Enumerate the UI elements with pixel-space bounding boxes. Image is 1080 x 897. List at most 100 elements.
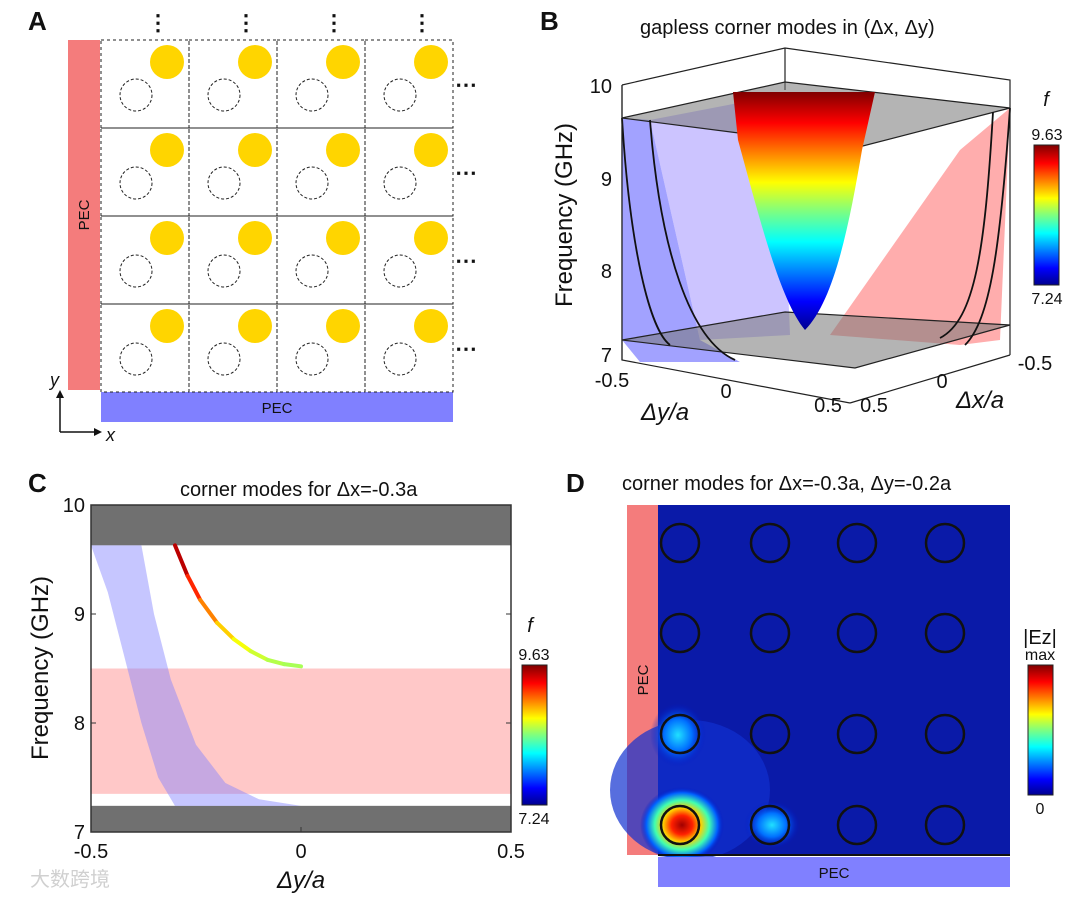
chart-title: corner modes for Δx=-0.3a <box>180 479 418 501</box>
rod-outline <box>924 612 966 654</box>
shifted-rod <box>150 45 184 79</box>
horizontal-ellipsis: ⋯ <box>455 336 477 361</box>
shifted-rod <box>414 309 448 343</box>
d-pec-bottom-label: PEC <box>819 865 850 882</box>
rod-outline <box>836 804 878 846</box>
b-dx-tick: 0 <box>936 371 947 393</box>
lower-bulk-plane <box>621 311 1011 369</box>
chart-ylabel: Frequency (GHz) <box>27 576 54 760</box>
original-rod-position <box>383 166 417 200</box>
shifted-rod <box>238 221 272 255</box>
shifted-rod <box>326 133 360 167</box>
rod-outline <box>924 713 966 755</box>
corner-mode-segment <box>173 543 190 578</box>
unit-cell <box>364 303 454 393</box>
shifted-rod <box>238 45 272 79</box>
rod-outline <box>749 713 791 755</box>
rod-outline <box>836 522 878 564</box>
corner-mode-segment <box>231 637 253 654</box>
d-colorbar-min: 0 <box>1036 801 1045 818</box>
rod-outline <box>924 522 966 564</box>
rod-outline <box>924 804 966 846</box>
b-ytick: 10 <box>590 76 612 98</box>
b-colorbar <box>1033 144 1060 286</box>
original-rod-position <box>383 78 417 112</box>
shifted-rod <box>150 221 184 255</box>
vertical-ellipsis: ⋮ <box>323 10 345 35</box>
b-colorbar-max: 9.63 <box>1031 127 1062 144</box>
original-rod-position <box>383 254 417 288</box>
rod-outline <box>749 522 791 564</box>
b-dx-tick: -0.5 <box>1018 353 1052 375</box>
shifted-rod <box>414 221 448 255</box>
original-rod-position <box>207 254 241 288</box>
pec-bottom-bar <box>101 392 453 422</box>
original-rod-position <box>119 254 153 288</box>
b-colorbar-label: f <box>1043 89 1051 111</box>
panel-b-title: gapless corner modes in (Δx, Δy) <box>640 17 935 39</box>
unit-cell <box>364 215 454 305</box>
shifted-rod <box>150 309 184 343</box>
d-pec-left-label: PEC <box>635 664 652 695</box>
x-tick-label: -0.5 <box>74 841 108 863</box>
d-pec-bottom-bar <box>658 857 1010 887</box>
b-ytick: 8 <box>601 261 612 283</box>
y-tick-label: 10 <box>63 495 85 517</box>
edge-band-y <box>91 545 301 806</box>
pec-left-bar <box>68 40 100 390</box>
original-rod-position <box>295 254 329 288</box>
pec-bottom-label: PEC <box>262 400 293 417</box>
y-tick-label: 9 <box>74 604 85 626</box>
corner-mode-surface <box>733 92 875 330</box>
rod-outlines <box>659 522 966 846</box>
rod-outline <box>749 804 791 846</box>
corner-mode-segment <box>198 597 219 625</box>
original-rod-position <box>207 78 241 112</box>
original-rod-position <box>295 166 329 200</box>
b-dy-label: Δy/a <box>640 399 689 426</box>
b-colorbar-min: 7.24 <box>1031 291 1062 308</box>
x-tick-label: 0 <box>295 841 306 863</box>
original-rod-position <box>119 166 153 200</box>
rod-outline <box>836 713 878 755</box>
original-rod-position <box>207 342 241 376</box>
vertical-ellipsis-row: ⋮ ⋮ ⋮ ⋮ <box>147 10 433 35</box>
c-colorbar <box>521 664 548 806</box>
shifted-rod <box>238 309 272 343</box>
panel-d: D corner modes for Δx=-0.3a, Δy=-0.2a PE… <box>566 468 1057 887</box>
d-colorbar <box>1027 664 1054 796</box>
pink-edge-surface <box>830 108 1010 345</box>
original-rod-position <box>383 342 417 376</box>
shifted-rod <box>414 133 448 167</box>
rod-outline <box>659 612 701 654</box>
y-tick-label: 8 <box>74 713 85 735</box>
original-rod-position <box>295 342 329 376</box>
rod-outline <box>749 612 791 654</box>
panel-label-d: D <box>566 468 585 498</box>
vertical-ellipsis: ⋮ <box>147 10 169 35</box>
shifted-rod <box>326 221 360 255</box>
original-rod-position <box>119 342 153 376</box>
vertical-ellipsis: ⋮ <box>411 10 433 35</box>
axis-x-label: x <box>105 425 116 445</box>
shifted-rod <box>326 309 360 343</box>
horizontal-ellipsis: ⋯ <box>455 248 477 273</box>
b-dy-tick: -0.5 <box>595 370 629 392</box>
horizontal-ellipsis-column: ⋯ ⋯ ⋯ ⋯ <box>455 72 477 361</box>
chart-xlabel: Δy/a <box>276 867 325 894</box>
panel-c: C corner modes for Δx=-0.3a -0.5 0 0.5 7 8 9 1… <box>27 468 550 894</box>
rod-outline <box>659 522 701 564</box>
corner-mode-segment <box>185 573 203 602</box>
c-colorbar-min: 7.24 <box>518 811 549 828</box>
d-colorbar-max: max <box>1025 647 1055 664</box>
bulk-band <box>91 505 511 546</box>
axis-y-label: y <box>48 370 60 390</box>
axis-arrows: y x <box>48 370 116 445</box>
d-colorbar-label: |Ez| <box>1023 627 1057 649</box>
corner-mode-segment <box>248 649 270 662</box>
original-rod-position <box>119 78 153 112</box>
b-dx-label: Δx/a <box>955 387 1004 414</box>
c-colorbar-max: 9.63 <box>518 647 549 664</box>
b-dx-tick: 0.5 <box>860 395 888 417</box>
